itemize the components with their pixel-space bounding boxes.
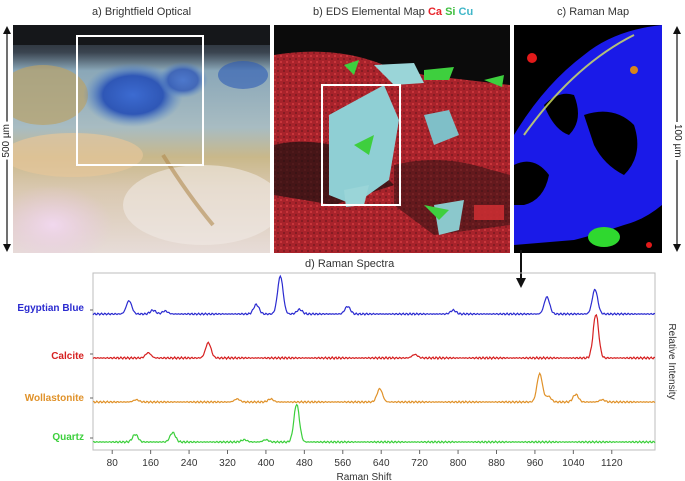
x-tick-label: 80 bbox=[107, 458, 119, 469]
plot-frame bbox=[92, 272, 656, 451]
series-label: Calcite bbox=[51, 351, 84, 362]
series-line bbox=[92, 403, 656, 444]
x-tick-label: 240 bbox=[181, 458, 198, 469]
region-box-a bbox=[76, 35, 204, 166]
panel-b-title: b) EDS Elemental Map Ca Si Cu bbox=[313, 6, 473, 18]
element-ca-label: Ca bbox=[427, 6, 443, 18]
series-line bbox=[93, 371, 656, 404]
raman-map-image bbox=[514, 25, 662, 253]
series-line bbox=[92, 313, 656, 361]
panel-a-title: a) Brightfield Optical bbox=[92, 6, 192, 18]
y-axis-label: Relative Intensity bbox=[666, 323, 677, 399]
series-label: Wollastonite bbox=[25, 393, 85, 404]
x-tick-label: 1120 bbox=[601, 458, 623, 469]
series-label: Quartz bbox=[52, 432, 84, 443]
panel-b-title-text: b) EDS Elemental Map bbox=[313, 6, 425, 18]
left-scale-label: 500 µm bbox=[1, 122, 12, 160]
x-tick-label: 800 bbox=[450, 458, 467, 469]
x-tick-label: 560 bbox=[334, 458, 351, 469]
x-tick-label: 720 bbox=[411, 458, 428, 469]
region-box-b bbox=[321, 84, 401, 206]
element-cu-label: Cu bbox=[458, 6, 474, 18]
x-tick-label: 880 bbox=[488, 458, 505, 469]
x-axis-label: Raman Shift bbox=[336, 472, 391, 481]
connector-arrow bbox=[516, 250, 526, 288]
raman-spectra-chart: 80 160 240 320 400 480 560 640 720 800 880 960 1040 1… bbox=[17, 272, 677, 481]
element-si-label: Si bbox=[445, 6, 456, 18]
series-label: Egyptian Blue bbox=[17, 303, 84, 314]
brightfield-optical-image bbox=[13, 25, 270, 253]
series-line bbox=[92, 274, 656, 316]
x-tick-label: 1040 bbox=[562, 458, 585, 469]
x-tick-label: 960 bbox=[527, 458, 544, 469]
x-tick-label: 320 bbox=[219, 458, 236, 469]
right-scale-label: 100 µm bbox=[672, 122, 683, 160]
chart-title: d) Raman Spectra bbox=[305, 258, 395, 270]
eds-elemental-map bbox=[274, 25, 510, 253]
x-tick-label: 160 bbox=[142, 458, 159, 469]
x-tick-label: 480 bbox=[296, 458, 313, 469]
x-tick-label: 400 bbox=[258, 458, 275, 469]
panel-c-title: c) Raman Map bbox=[557, 6, 630, 18]
x-tick-label: 640 bbox=[373, 458, 390, 469]
